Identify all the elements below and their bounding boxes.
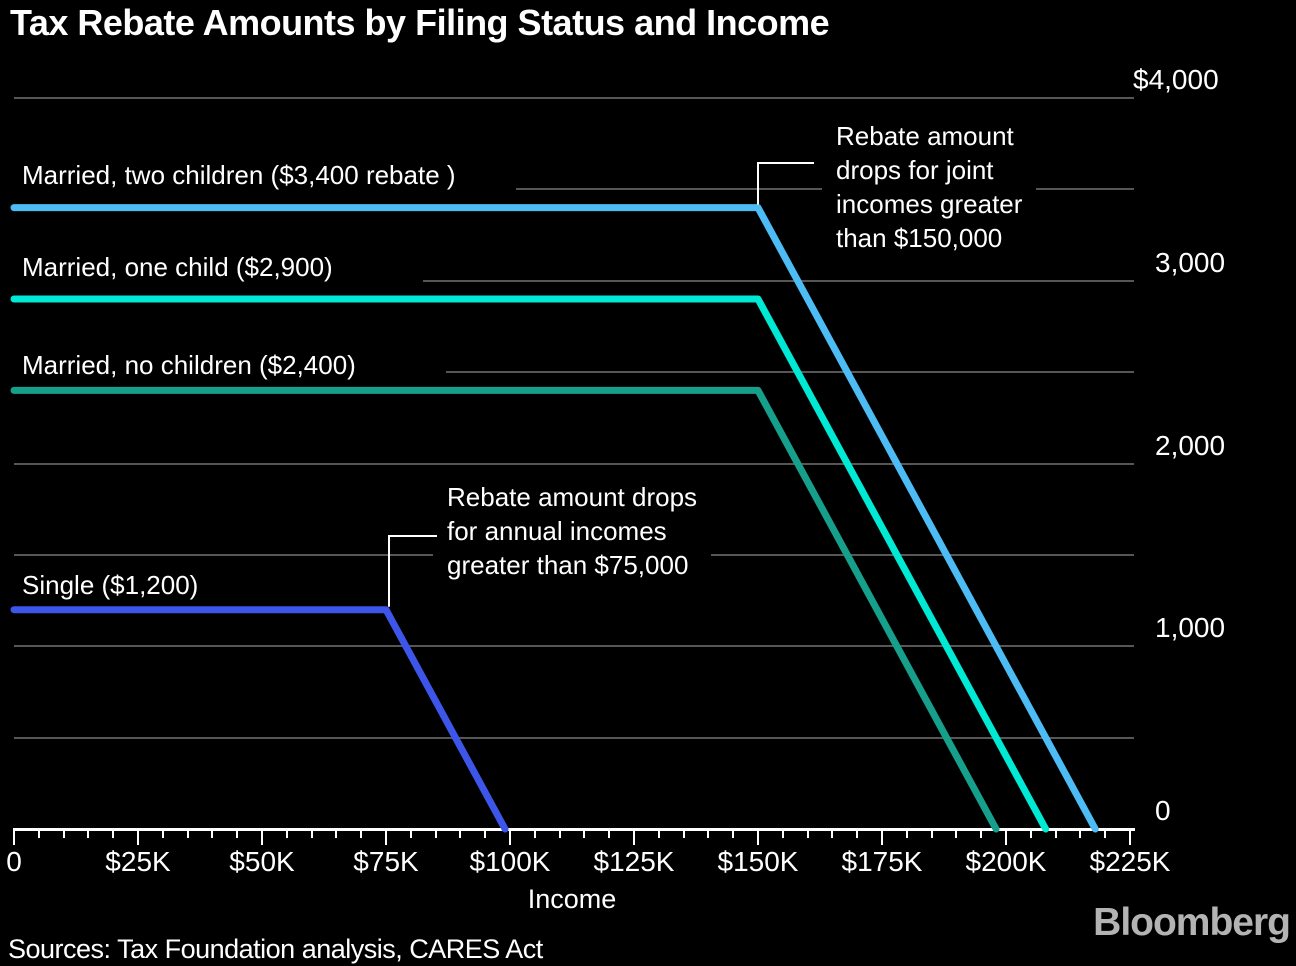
x-minor-tick (682, 831, 685, 838)
x-axis-line (13, 828, 1135, 831)
series-label-single: Single ($1,200) (0, 566, 259, 611)
x-minor-tick (112, 831, 115, 838)
annotation-text-line: incomes greater (836, 189, 1023, 219)
annotation-text-line: greater than $75,000 (447, 550, 689, 580)
x-axis-title: Income (527, 884, 617, 914)
x-minor-tick (1029, 831, 1032, 838)
x-minor-tick (211, 831, 214, 838)
gridline-2000 (14, 462, 1134, 465)
series-label-married-one-child: Married, one child ($2,900) (0, 248, 423, 293)
x-tick-label-0: 0 (6, 846, 22, 877)
x-tick-label-50K: $50K (229, 846, 295, 877)
x-tick-label-200K: $200K (965, 846, 1047, 877)
x-tick-label-100K: $100K (469, 846, 551, 877)
x-major-tick (509, 831, 511, 845)
chart-title: Tax Rebate Amounts by Filing Status and … (10, 2, 830, 43)
x-minor-tick (558, 831, 561, 838)
annotation-joint-phaseout: Rebate amount drops for joint incomes gr… (822, 117, 1037, 257)
x-minor-tick (707, 831, 710, 838)
x-minor-tick (856, 831, 859, 838)
annotation-text-line: for annual incomes (447, 516, 667, 546)
x-major-tick (137, 831, 139, 845)
y-tick-label-1000: 1,000 (1155, 612, 1226, 644)
x-minor-tick (732, 831, 735, 838)
x-minor-tick (831, 831, 834, 838)
annotation-text-line: Rebate amount (836, 121, 1014, 151)
x-major-tick (385, 831, 387, 845)
series-label-married-no-children: Married, no children ($2,400) (0, 346, 446, 391)
x-minor-tick (87, 831, 90, 838)
x-minor-tick (930, 831, 933, 838)
y-tick-label-3000: 3,000 (1155, 246, 1226, 278)
gridline-500 (14, 736, 1134, 739)
x-tick-label-150K: $150K (717, 846, 799, 877)
x-minor-tick (1079, 831, 1082, 838)
x-minor-tick (409, 831, 412, 838)
gridline-4000 (14, 97, 1134, 99)
x-minor-tick (285, 831, 288, 838)
x-minor-tick (533, 831, 536, 838)
annotation-callout-joint (757, 162, 814, 205)
x-tick-label-25K: $25K (105, 846, 171, 877)
x-tick-label-225K: $225K (1089, 846, 1171, 877)
x-major-tick (881, 831, 883, 845)
series-label-married-two-children: Married, two children ($3,400 rebate ) (0, 156, 516, 201)
x-minor-tick (781, 831, 784, 838)
y-tick-label-2000: 2,000 (1155, 429, 1226, 461)
x-minor-tick (1104, 831, 1107, 838)
x-tick-label-125K: $125K (593, 846, 675, 877)
x-minor-tick (335, 831, 338, 838)
y-tick-label-4000: $4,000 (1133, 64, 1219, 95)
data-line-3 (10, 606, 509, 833)
x-major-tick (261, 831, 263, 845)
x-minor-tick (62, 831, 65, 838)
x-major-tick (1005, 831, 1007, 845)
annotation-text-line: than $150,000 (836, 223, 1003, 253)
x-major-tick (1129, 831, 1131, 845)
source-note: Sources: Tax Foundation analysis, CARES … (8, 934, 543, 964)
x-major-tick (757, 831, 759, 845)
x-minor-tick (459, 831, 462, 838)
x-minor-tick (434, 831, 437, 838)
x-minor-tick (360, 831, 363, 838)
gridline-1000 (14, 645, 1134, 648)
annotation-callout-single (388, 535, 437, 607)
x-minor-tick (608, 831, 611, 838)
x-minor-tick (905, 831, 908, 838)
x-minor-tick (806, 831, 809, 838)
x-minor-tick (1054, 831, 1057, 838)
annotation-text-line: Rebate amount drops (447, 482, 698, 512)
y-tick-label-0: 0 (1155, 795, 1171, 826)
x-major-tick (13, 831, 15, 845)
x-minor-tick (955, 831, 958, 838)
x-tick-label-175K: $175K (841, 846, 923, 877)
x-minor-tick (37, 831, 40, 838)
x-minor-tick (236, 831, 239, 838)
bloomberg-logo: Bloomberg (1093, 901, 1291, 944)
x-minor-tick (310, 831, 313, 838)
gridline-3500 (14, 188, 1134, 191)
x-minor-tick (186, 831, 189, 838)
x-major-tick (633, 831, 635, 845)
annotation-single-phaseout: Rebate amount drops for annual incomes g… (433, 478, 712, 584)
x-tick-label-75K: $75K (353, 846, 419, 877)
annotation-text-line: drops for joint (836, 155, 994, 185)
x-minor-tick (161, 831, 164, 838)
x-minor-tick (980, 831, 983, 838)
x-minor-tick (657, 831, 660, 838)
x-minor-tick (484, 831, 487, 838)
x-minor-tick (583, 831, 586, 838)
